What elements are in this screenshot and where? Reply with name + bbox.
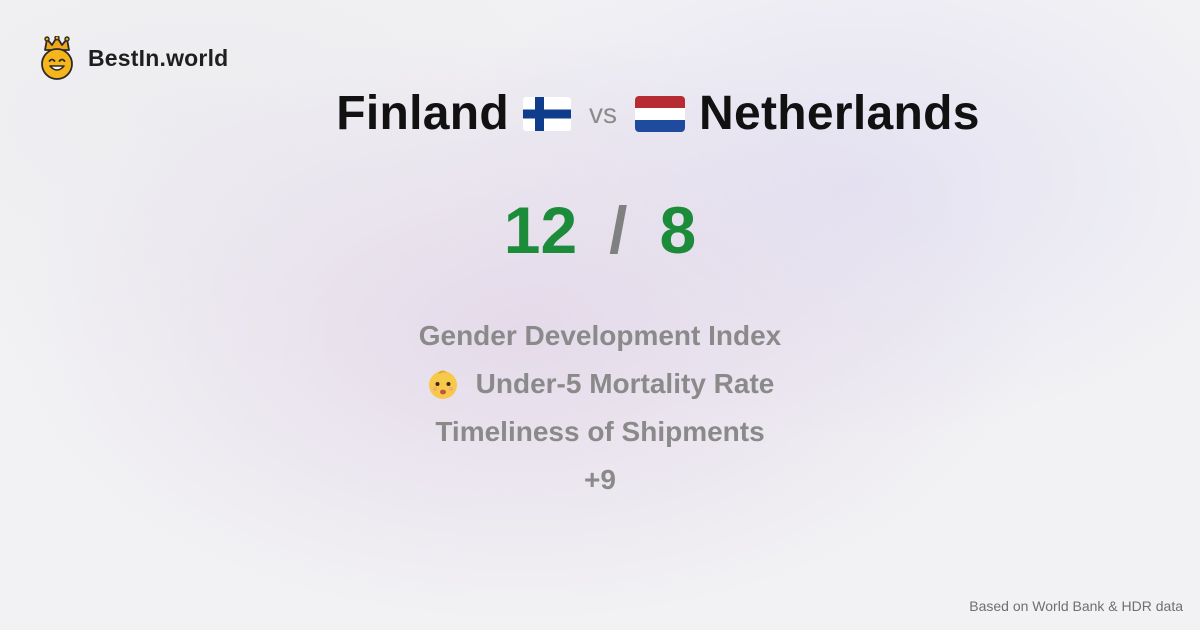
metric-label: Under-5 Mortality Rate (475, 368, 775, 399)
metric-item[interactable]: Under-5 Mortality Rate (426, 360, 775, 408)
netherlands-flag-icon (635, 95, 686, 132)
metrics-list: Gender Development Index Under-5 Mortali… (0, 312, 1200, 504)
metric-item[interactable]: Timeliness of Shipments (435, 408, 764, 456)
score-summary: 12 / 8 (0, 192, 1200, 268)
more-metrics-count[interactable]: +9 (584, 456, 616, 504)
brand-logo[interactable]: BestIn.world (38, 36, 228, 80)
vs-label: vs (589, 97, 618, 129)
left-score: 12 (503, 193, 578, 267)
comparison-title: Finland vs Netherlands (0, 86, 1200, 141)
metric-item[interactable]: Gender Development Index (419, 312, 782, 360)
left-country-name: Finland (336, 87, 510, 140)
right-country-name: Netherlands (699, 87, 980, 140)
metric-label: Timeliness of Shipments (435, 416, 765, 447)
score-separator: / (609, 193, 628, 267)
crowned-smiley-icon (41, 36, 73, 80)
right-score: 8 (659, 193, 697, 267)
metric-label: Gender Development Index (418, 320, 782, 351)
brand-name: BestIn.world (88, 44, 229, 71)
finland-flag-icon (523, 96, 572, 131)
data-source-note: Based on World Bank & HDR data (969, 598, 1183, 614)
metric-label: +9 (584, 464, 616, 495)
baby-face-icon (428, 370, 457, 399)
